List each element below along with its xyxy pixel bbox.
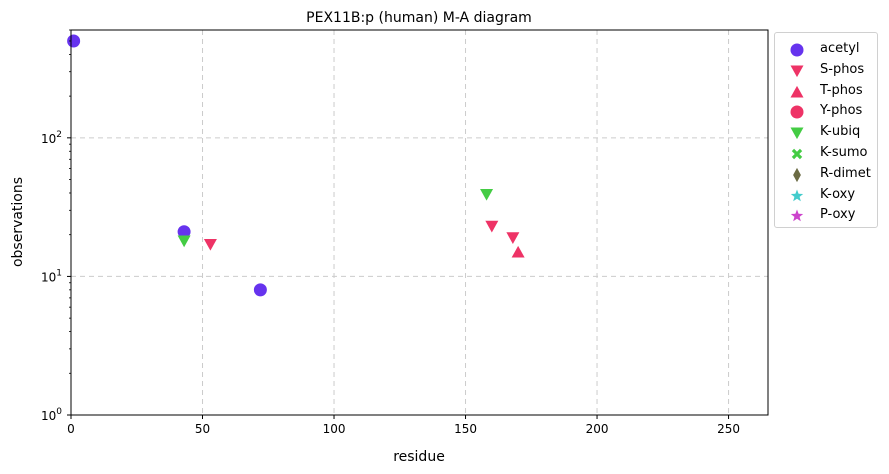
- legend-item-r-dimet: R-dimet: [775, 164, 877, 184]
- data-points: [67, 34, 525, 297]
- legend-label: K-sumo: [820, 145, 868, 160]
- data-point-acetyl: [177, 225, 191, 239]
- data-point-acetyl: [253, 283, 267, 297]
- x-tick-label: 100: [323, 422, 346, 436]
- x-axis-label: residue: [393, 449, 445, 465]
- legend-marker: [790, 85, 804, 98]
- legend-label: Y-phos: [820, 103, 863, 119]
- legend-marker-shape: [790, 85, 804, 98]
- legend-label: T-phos: [820, 82, 863, 98]
- legend-marker: [790, 209, 804, 222]
- legend-item-k-sumo: K-sumo: [775, 143, 877, 163]
- legend-item-t-phos: T-phos: [775, 81, 877, 101]
- legend-label: S-phos: [820, 61, 865, 77]
- legend-label: P-oxy: [820, 207, 856, 223]
- x-axis-ticks: 0 50 100 150 200 250: [67, 415, 740, 436]
- legend-marker-shape: [790, 105, 804, 119]
- legend-marker: [791, 148, 803, 160]
- chart-title: PEX11B:p (human) M-A diagram: [306, 10, 532, 26]
- data-point-t-phos: [511, 245, 525, 258]
- legend-marker-shape: [791, 148, 803, 160]
- legend-item-y-phos: Y-phos: [775, 101, 877, 121]
- legend-label: K-ubiq: [820, 124, 861, 140]
- data-point-s-phos: [506, 232, 520, 244]
- legend-item-s-phos: S-phos: [775, 60, 877, 80]
- legend-marker: [790, 65, 804, 77]
- legend-label: K-oxy: [820, 186, 856, 202]
- data-point-k-ubiq: [480, 188, 494, 201]
- x-tick-label: 150: [454, 422, 477, 436]
- legend-marker: [790, 43, 804, 57]
- y-tick-label: 101: [41, 268, 62, 284]
- legend-item-k-oxy: K-oxy: [775, 185, 877, 205]
- chart-legend: acetyl S-phos T-phos Y-phos K-ubiq K-sumo R-di…: [774, 32, 878, 228]
- legend-marker-shape: [790, 43, 804, 57]
- data-point-s-phos: [203, 238, 217, 251]
- data-point-s-phos: [485, 220, 499, 233]
- data-point-k-ubiq: [177, 235, 191, 248]
- grid-lines: [71, 30, 768, 415]
- legend-marker: [790, 189, 804, 201]
- x-tick-label: 200: [586, 422, 609, 436]
- legend-marker-shape: [790, 189, 804, 201]
- legend-item-k-ubiq: K-ubiq: [775, 122, 877, 142]
- legend-item-acetyl: acetyl: [775, 39, 877, 59]
- y-axis-ticks: 100 101 102: [41, 29, 71, 423]
- x-tick-label: 250: [717, 422, 740, 436]
- x-tick-label: 0: [67, 422, 75, 436]
- legend-label: R-dimet: [820, 165, 871, 181]
- legend-marker-shape: [790, 65, 804, 77]
- plot-frame: [70, 29, 769, 416]
- data-point-acetyl: [67, 34, 81, 48]
- x-tick-label: 50: [195, 422, 210, 436]
- legend-item-p-oxy: P-oxy: [775, 205, 877, 225]
- legend-label: acetyl: [820, 41, 860, 56]
- legend-marker-shape: [790, 209, 804, 222]
- legend-marker: [790, 105, 804, 119]
- legend-marker-shape: [793, 167, 801, 182]
- legend-marker-shape: [790, 127, 804, 140]
- y-tick-label: 100: [41, 407, 62, 423]
- legend-marker: [793, 167, 801, 182]
- y-axis-label: observations: [10, 177, 26, 267]
- y-tick-label: 102: [41, 130, 62, 146]
- legend-marker: [790, 127, 804, 140]
